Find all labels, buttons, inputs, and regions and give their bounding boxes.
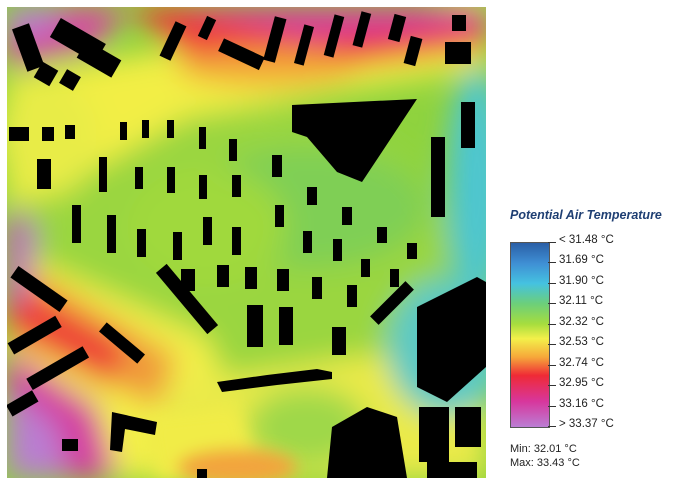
legend-tick bbox=[548, 262, 556, 263]
legend-stats: Min: 32.01 °C Max: 33.43 °C bbox=[510, 442, 580, 470]
legend-ticks bbox=[548, 242, 558, 428]
temperature-gradient bbox=[7, 7, 486, 478]
legend-tick bbox=[548, 406, 556, 407]
buildings-layer bbox=[7, 11, 486, 478]
legend-tick bbox=[548, 344, 556, 345]
temperature-detail bbox=[147, 407, 297, 478]
temperature-map-canvas bbox=[7, 7, 486, 478]
legend-label: 33.16 °C bbox=[559, 398, 604, 410]
legend-label: 32.74 °C bbox=[559, 357, 604, 369]
legend-label: 31.69 °C bbox=[559, 254, 604, 266]
legend-tick bbox=[548, 242, 556, 243]
legend-label: 32.11 °C bbox=[559, 295, 604, 307]
legend-tick bbox=[548, 365, 556, 366]
legend-label: 32.53 °C bbox=[559, 336, 604, 348]
legend-label: < 31.48 °C bbox=[559, 234, 614, 246]
legend-label: > 33.37 °C bbox=[559, 418, 614, 430]
temperature-map bbox=[7, 7, 486, 478]
legend-label: 32.95 °C bbox=[559, 377, 604, 389]
legend-tick bbox=[548, 324, 556, 325]
legend-color-bar bbox=[510, 242, 550, 428]
legend-label: 32.32 °C bbox=[559, 316, 604, 328]
max-value: Max: 33.43 °C bbox=[510, 457, 580, 469]
legend-tick bbox=[548, 426, 556, 427]
legend-title: Potential Air Temperature bbox=[510, 208, 662, 222]
legend-tick bbox=[548, 283, 556, 284]
legend-tick bbox=[548, 303, 556, 304]
legend-label: 31.90 °C bbox=[559, 275, 604, 287]
min-value: Min: 32.01 °C bbox=[510, 443, 577, 455]
legend-tick bbox=[548, 385, 556, 386]
